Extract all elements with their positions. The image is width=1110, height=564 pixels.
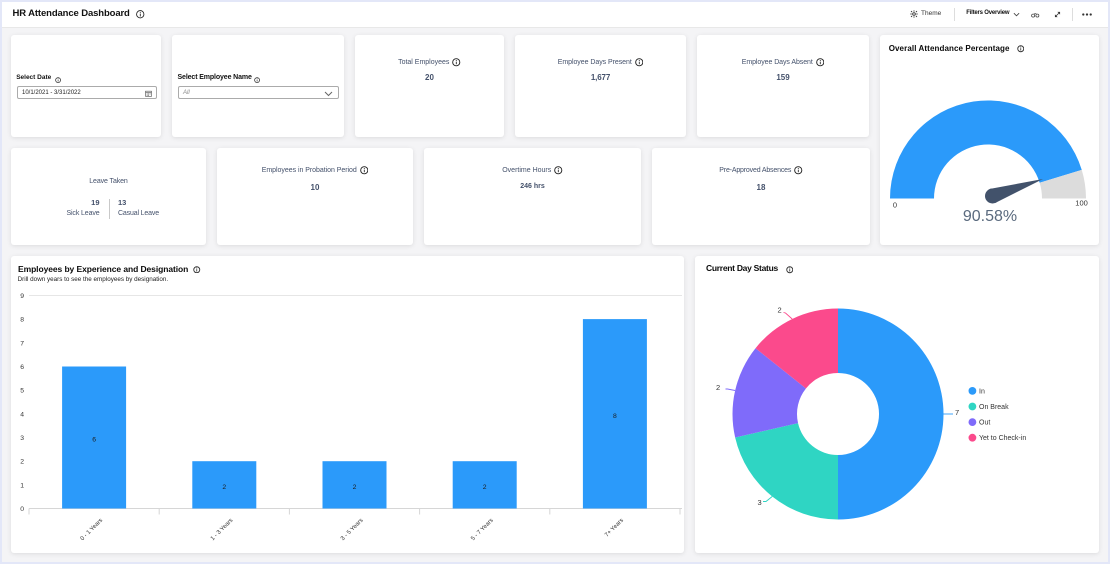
svg-text:3 - 5 Years: 3 - 5 Years	[340, 518, 365, 543]
svg-text:2: 2	[778, 306, 782, 315]
svg-text:3: 3	[758, 498, 762, 507]
svg-text:6: 6	[92, 437, 96, 444]
svg-text:8: 8	[613, 413, 617, 420]
svg-text:2: 2	[20, 459, 24, 466]
svg-text:In: In	[979, 388, 985, 395]
svg-text:5 - 7 Years: 5 - 7 Years	[470, 518, 495, 543]
svg-text:5: 5	[20, 388, 24, 395]
svg-text:3: 3	[20, 435, 24, 442]
svg-text:4: 4	[20, 411, 24, 418]
svg-text:9: 9	[20, 293, 24, 300]
svg-text:0 - 1 Years: 0 - 1 Years	[80, 518, 105, 543]
svg-text:2: 2	[222, 484, 226, 491]
svg-text:2: 2	[353, 484, 357, 491]
svg-text:1: 1	[20, 482, 24, 489]
svg-text:90.58%: 90.58%	[963, 208, 1017, 225]
svg-text:7+ Years: 7+ Years	[604, 518, 625, 539]
svg-text:Yet to Check-in: Yet to Check-in	[979, 435, 1026, 442]
svg-text:0: 0	[20, 506, 24, 513]
svg-text:7: 7	[20, 340, 24, 347]
svg-text:2: 2	[716, 383, 720, 392]
svg-text:7: 7	[955, 408, 959, 417]
svg-text:100: 100	[1075, 199, 1088, 208]
svg-text:Out: Out	[979, 420, 990, 427]
svg-text:1 - 3 Years: 1 - 3 Years	[210, 518, 235, 543]
svg-text:2: 2	[483, 484, 487, 491]
svg-text:8: 8	[20, 317, 24, 324]
svg-text:On Break: On Break	[979, 404, 1009, 411]
svg-text:6: 6	[20, 364, 24, 371]
svg-text:0: 0	[893, 200, 897, 209]
